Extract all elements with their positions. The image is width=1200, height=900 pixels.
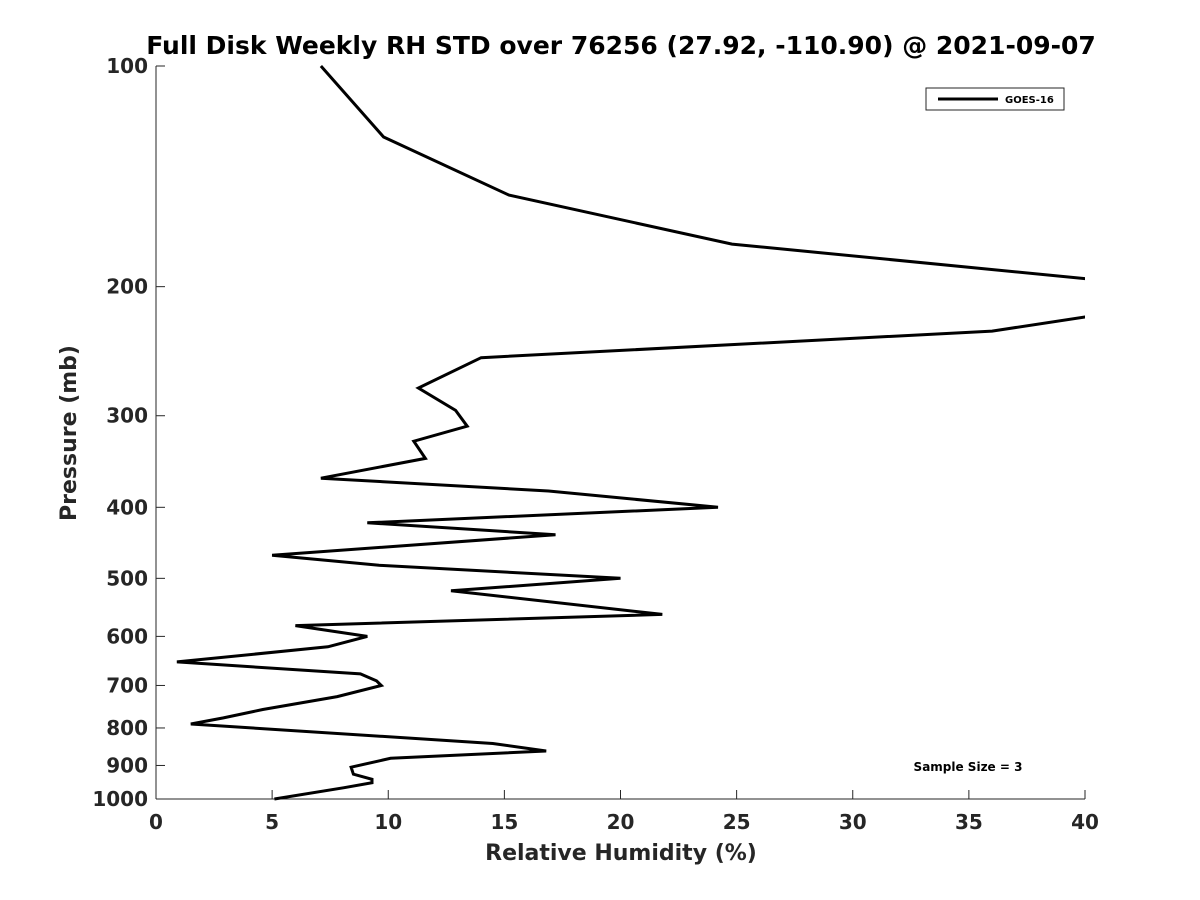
y-tick-label: 400 <box>106 495 148 519</box>
y-tick-label: 700 <box>106 673 148 697</box>
x-tick-label: 10 <box>374 810 402 834</box>
plot-area: 0 5 10 15 20 25 30 35 40 100 200 300 400 500 600 700 80… <box>92 54 1099 834</box>
x-tick-label: 15 <box>490 810 518 834</box>
y-tick-label: 1000 <box>92 787 148 811</box>
x-tick-label: 30 <box>839 810 867 834</box>
y-tick-label: 200 <box>106 275 148 299</box>
y-tick-label: 100 <box>106 54 148 78</box>
y-axis-label: Pressure (mb) <box>57 345 82 521</box>
legend-label-goes-16: GOES-16 <box>1005 95 1054 106</box>
x-axis-label: Relative Humidity (%) <box>485 841 757 866</box>
chart-title: Full Disk Weekly RH STD over 76256 (27.9… <box>146 31 1096 60</box>
plot-background <box>156 66 1085 799</box>
y-tick-label: 300 <box>106 404 148 428</box>
x-tick-label: 0 <box>149 810 163 834</box>
x-tick-label: 25 <box>723 810 751 834</box>
y-tick-label: 600 <box>106 624 148 648</box>
legend: GOES-16 <box>925 87 1065 111</box>
x-tick-label: 20 <box>607 810 635 834</box>
x-tick-label: 35 <box>955 810 983 834</box>
y-tick-label: 800 <box>106 716 148 740</box>
sample-size-annotation: Sample Size = 3 <box>914 760 1023 774</box>
y-tick-label: 500 <box>106 566 148 590</box>
y-tick-label: 900 <box>106 753 148 777</box>
x-tick-label: 40 <box>1071 810 1099 834</box>
series-line-goes-16 <box>176 65 1085 801</box>
y-ticks: 100 200 300 400 500 600 700 800 900 1000 <box>92 54 165 811</box>
x-tick-label: 5 <box>265 810 279 834</box>
x-ticks: 0 5 10 15 20 25 30 35 40 <box>149 790 1099 834</box>
series-layer <box>176 65 1085 801</box>
